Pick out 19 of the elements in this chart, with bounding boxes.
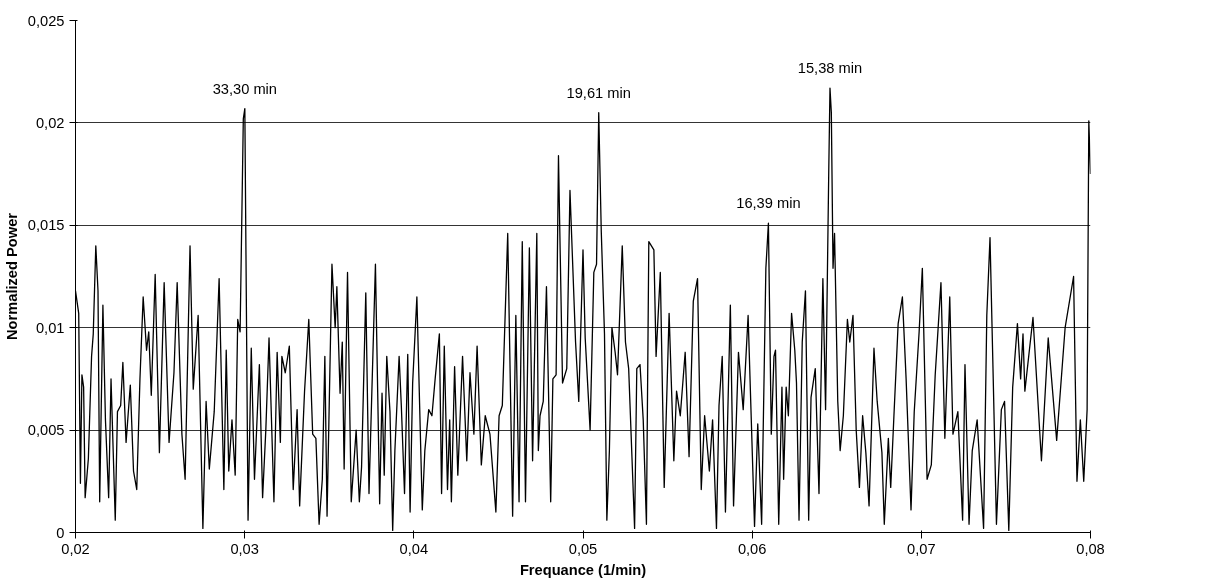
x-axis-title: Frequance (1/min): [519, 561, 647, 578]
x-tick-label: 0,07: [907, 540, 936, 557]
y-tick-label: 0,02: [35, 114, 65, 131]
annotation: 33,30 min: [212, 80, 278, 97]
annotation: 16,39 min: [736, 195, 801, 212]
x-tick-label: 0,06: [737, 540, 767, 557]
x-tick-label: 0,03: [230, 540, 259, 557]
y-tick-label: 0,015: [27, 217, 65, 234]
y-tick-label: 0,01: [35, 319, 65, 336]
y-axis-title: Normalized Power: [3, 212, 20, 341]
y-tick-label: 0: [56, 524, 65, 541]
y-tick-label: 0,025: [27, 12, 65, 29]
x-tick-label: 0,04: [399, 540, 429, 557]
annotation: 19,61 min: [566, 84, 631, 101]
x-tick-label: 0,02: [61, 540, 90, 557]
y-tick-label: 0,005: [27, 422, 65, 439]
x-tick-label: 0,05: [568, 540, 598, 557]
annotation: 15,38 min: [797, 60, 863, 77]
x-tick-label: 0,08: [1076, 540, 1105, 557]
